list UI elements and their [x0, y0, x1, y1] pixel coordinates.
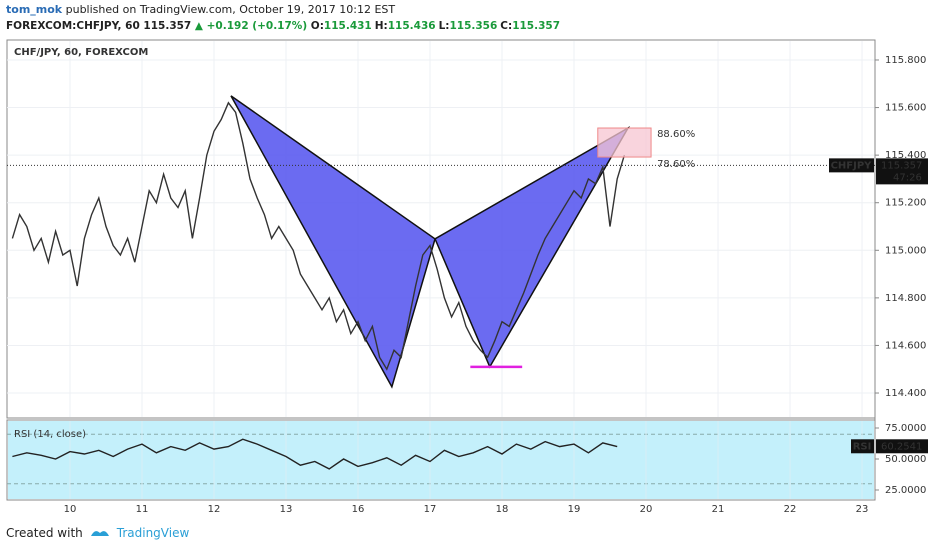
- rsi-value-tag: [876, 439, 928, 454]
- harmonic-leg: [434, 125, 631, 369]
- y-tick-label: 50.0000: [885, 454, 926, 465]
- ohlc-value: 115.431: [323, 20, 372, 32]
- chart-title: CHF/JPY, 60, FOREXCOM: [14, 47, 148, 58]
- quote-line: FOREXCOM:CHFJPY, 60 115.357 ▲ +0.192 (+0…: [6, 18, 563, 34]
- author[interactable]: tom_mok: [6, 3, 63, 16]
- change: +0.192 (+0.17%): [206, 20, 308, 32]
- x-tick-label: 12: [208, 504, 221, 515]
- x-tick-label: 11: [136, 504, 149, 515]
- timer-label: 47:26: [893, 172, 922, 183]
- ohlc-key: C:: [500, 20, 513, 32]
- fib-label: 78.60%: [657, 159, 695, 170]
- y-tick-label: 115.600: [885, 103, 926, 114]
- rsi-title: RSI (14, close): [14, 429, 86, 440]
- x-tick-label: 19: [568, 504, 581, 515]
- y-tick-label: 115.400: [885, 150, 926, 161]
- footer: Created with TradingView: [6, 526, 189, 540]
- x-tick-label: 16: [352, 504, 365, 515]
- x-tick-label: 13: [280, 504, 293, 515]
- symbol-label: CHFJPY: [831, 160, 873, 171]
- publish-line: tom_mok published on TradingView.com, Oc…: [6, 2, 563, 18]
- logo: [90, 531, 109, 536]
- ohlc-value: 115.356: [449, 20, 498, 32]
- ohlc-key: H:: [374, 20, 388, 32]
- y-tick-label: 115.200: [885, 198, 926, 209]
- x-tick-label: 23: [856, 504, 869, 515]
- price-label: 115.357: [881, 160, 922, 171]
- arrow: ▲: [194, 20, 203, 32]
- ohlc-key: L:: [438, 20, 450, 32]
- brand[interactable]: TradingView: [116, 526, 190, 540]
- y-tick-label: 25.0000: [885, 485, 926, 496]
- rsi-line: [12, 438, 618, 470]
- rsi-tag: [851, 439, 874, 454]
- chart: 10 11 12 13 16 17 18 19 20 21 22 23 114.400 114.600 11…: [6, 39, 928, 515]
- symbol: FOREXCOM:CHFJPY, 60: [6, 20, 140, 32]
- x-tick-label: 21: [712, 504, 725, 515]
- y-tick-label: 114.600: [885, 340, 926, 351]
- fib-label: 88.60%: [657, 129, 695, 140]
- x-tick-label: 20: [640, 504, 653, 515]
- x-tick-label: 17: [424, 504, 437, 515]
- published: published on TradingView.com, October 19…: [65, 3, 396, 16]
- y-tick-label: 115.800: [885, 55, 926, 66]
- price: 115.357: [143, 20, 192, 32]
- rsi-value: 60.2541: [881, 441, 922, 452]
- ohlc-value: 115.357: [512, 20, 561, 32]
- price-tag: [876, 158, 928, 185]
- price-panel: [6, 39, 876, 419]
- ohlc-key: O:: [310, 20, 324, 32]
- y-tick-label: 114.800: [885, 293, 926, 304]
- x-tick-label: 22: [784, 504, 797, 515]
- rsi-band: [8, 421, 874, 499]
- ohlc: O:115.431 H:115.436 L:115.356 C:115.357: [311, 20, 563, 32]
- symbol-tag: [829, 158, 874, 173]
- x-tick-label: 18: [496, 504, 509, 515]
- harmonic-leg: [230, 95, 436, 389]
- y-tick-label: 114.400: [885, 388, 926, 399]
- fib-zone: [597, 127, 652, 158]
- created: Created with: [6, 526, 83, 540]
- x-tick-label: 10: [64, 504, 77, 515]
- price-line: [11, 101, 626, 371]
- rsi-name: RSI: [853, 441, 872, 452]
- ohlc-value: 115.436: [387, 20, 436, 32]
- y-tick-label: 115.000: [885, 245, 926, 256]
- y-tick-label: 75.0000: [885, 423, 926, 434]
- header: tom_mok published on TradingView.com, Oc…: [6, 2, 563, 34]
